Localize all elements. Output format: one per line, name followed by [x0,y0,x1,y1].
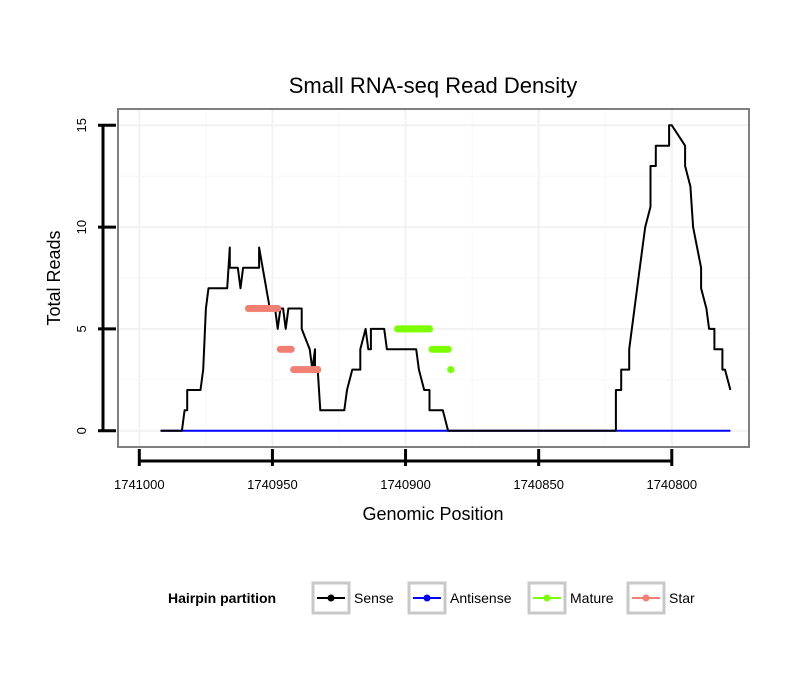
plot-panel [117,108,750,448]
y-tick-label: 15 [74,118,89,132]
data-point-star [314,366,322,374]
y-axis: 0 5 10 15 [74,118,116,434]
chart-title: Small RNA-seq Read Density [289,73,578,98]
data-point-mature [425,325,434,333]
legend-item-sense: Sense [311,581,394,615]
legend: Hairpin partition Sense Antisense Mature St… [168,581,695,615]
series-layer [160,124,732,432]
legend-point-mature [543,594,551,602]
data-point-star [274,304,282,313]
y-axis-label: Total Reads [44,230,64,325]
legend-item-antisense: Antisense [407,581,512,615]
x-tick-label: 1740850 [513,477,564,492]
data-point-mature [444,345,452,353]
series-line-sense [160,124,732,432]
x-tick-label: 1741000 [114,477,165,492]
x-tick-label: 1740800 [646,477,697,492]
panel-border [117,108,750,448]
x-tick-label: 1740950 [247,477,298,492]
data-point-mature [447,366,455,374]
legend-label-sense: Sense [354,590,394,606]
x-tick-label: 1740900 [380,477,431,492]
y-tick-label: 10 [74,220,89,234]
legend-item-mature: Mature [527,581,614,615]
data-point-star [287,345,295,353]
x-axis: 1741000 1740950 1740900 1740850 1740800 [114,449,697,492]
grid-lines [118,109,749,447]
legend-point-antisense [423,594,431,602]
legend-label-mature: Mature [570,590,614,606]
legend-label-antisense: Antisense [450,590,512,606]
legend-point-sense [327,594,335,602]
legend-item-star: Star [626,581,695,615]
legend-label-star: Star [669,590,695,606]
legend-point-star [642,594,650,602]
y-tick-label: 0 [74,427,89,434]
x-axis-label: Genomic Position [362,504,503,524]
y-tick-label: 5 [74,325,89,332]
legend-title: Hairpin partition [168,590,276,606]
